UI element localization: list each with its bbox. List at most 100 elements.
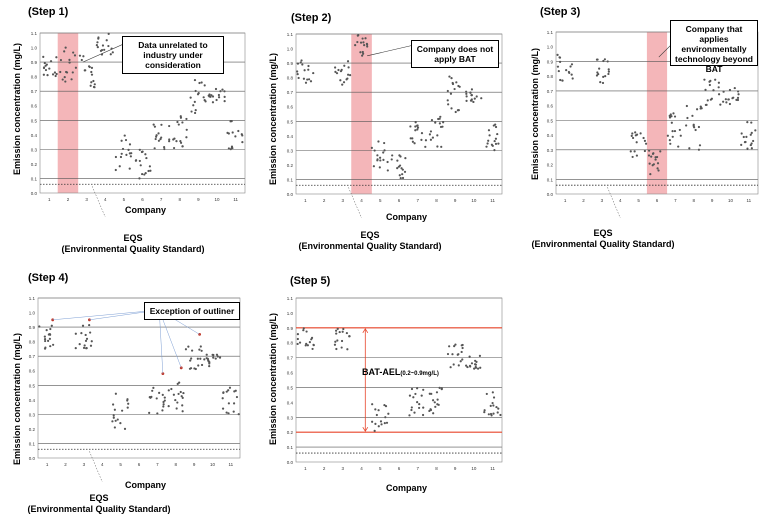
x-tick-label: 10 <box>471 198 477 203</box>
data-point <box>211 95 215 98</box>
data-point <box>341 330 344 333</box>
data-point <box>401 176 405 180</box>
data-point <box>225 390 228 393</box>
data-point <box>362 41 365 44</box>
y-tick-label: 1.1 <box>287 32 294 37</box>
data-point <box>42 55 45 58</box>
data-point <box>107 44 110 48</box>
data-point <box>479 366 482 369</box>
data-point <box>468 364 472 367</box>
data-point <box>296 337 299 341</box>
data-point <box>371 403 374 406</box>
data-point <box>93 86 96 89</box>
data-point <box>745 135 748 138</box>
data-point <box>96 41 99 44</box>
x-tick-label: 6 <box>656 198 659 203</box>
data-point <box>416 126 420 129</box>
data-point <box>309 80 313 83</box>
x-tick-label: 6 <box>398 198 401 203</box>
x-tick-label: 8 <box>692 198 695 203</box>
data-point <box>227 412 230 415</box>
x-tick-label: 9 <box>193 462 196 467</box>
data-point <box>181 121 184 124</box>
data-point <box>483 409 486 412</box>
data-point <box>725 101 728 104</box>
x-tick-label: 6 <box>138 462 141 467</box>
y-tick-label: 0.1 <box>287 445 294 450</box>
data-point <box>193 367 196 370</box>
data-point <box>606 60 609 63</box>
data-point <box>348 74 352 77</box>
data-point <box>558 60 562 63</box>
data-point <box>307 64 310 68</box>
data-point <box>345 331 348 335</box>
data-point <box>634 131 637 134</box>
data-point <box>436 398 439 401</box>
data-point <box>147 169 150 173</box>
data-point <box>214 357 217 360</box>
data-point <box>383 149 386 152</box>
plot-frame <box>295 33 503 195</box>
outlier-point <box>179 366 183 370</box>
data-point <box>46 73 49 77</box>
x-tick-label: 8 <box>174 462 177 467</box>
data-point <box>107 32 110 36</box>
x-tick-label: 2 <box>323 198 326 203</box>
data-point <box>431 399 435 402</box>
data-point <box>396 159 399 162</box>
data-point <box>334 66 337 69</box>
x-tick-label: 2 <box>582 198 585 203</box>
data-point <box>176 401 179 404</box>
data-point <box>177 123 180 126</box>
data-point <box>697 148 701 151</box>
step4-ylabel: Emission concentration (mg/L) <box>12 332 22 465</box>
y-tick-label: 0.0 <box>547 192 554 197</box>
data-point <box>633 150 636 153</box>
data-point <box>692 123 695 126</box>
data-point <box>305 330 308 333</box>
data-point <box>193 100 196 103</box>
y-tick-label: 1.0 <box>287 47 294 52</box>
step4-xlabel: Company <box>125 480 167 490</box>
data-point <box>567 70 571 74</box>
x-tick-label: 3 <box>342 198 345 203</box>
x-tick-label: 1 <box>46 462 49 467</box>
data-point <box>380 423 383 426</box>
data-point <box>216 355 219 358</box>
data-point <box>144 172 147 175</box>
data-point <box>377 425 380 428</box>
y-tick-label: 0.7 <box>547 89 554 94</box>
data-point <box>412 396 415 399</box>
y-tick-label: 0.0 <box>287 192 294 197</box>
bat-ael-range: (0.2~0.9mg/L) <box>400 371 439 377</box>
data-point <box>149 396 152 399</box>
data-point <box>494 125 498 129</box>
data-point <box>196 93 200 96</box>
data-point <box>377 140 380 143</box>
data-point <box>366 45 369 48</box>
data-point <box>671 135 674 138</box>
data-point <box>200 81 203 84</box>
data-point <box>189 367 193 370</box>
data-point <box>68 58 71 61</box>
data-point <box>656 167 659 170</box>
data-point <box>691 114 694 117</box>
data-point <box>602 59 605 63</box>
y-tick-label: 0.1 <box>31 176 38 181</box>
data-point <box>656 162 660 165</box>
data-point <box>371 420 374 423</box>
data-point <box>599 81 602 84</box>
callout-pointer-line <box>367 44 415 57</box>
step5-xlabel: Company <box>386 483 428 493</box>
data-point <box>208 362 211 365</box>
data-point <box>428 409 431 413</box>
step4-callout: Exception of outliner <box>144 302 240 320</box>
data-point <box>442 121 445 124</box>
data-point <box>740 143 743 146</box>
data-point <box>403 170 407 173</box>
data-point <box>413 142 416 145</box>
y-tick-label: 0.3 <box>29 412 36 417</box>
data-point <box>200 349 203 352</box>
data-point <box>376 154 379 157</box>
data-point <box>234 389 237 392</box>
